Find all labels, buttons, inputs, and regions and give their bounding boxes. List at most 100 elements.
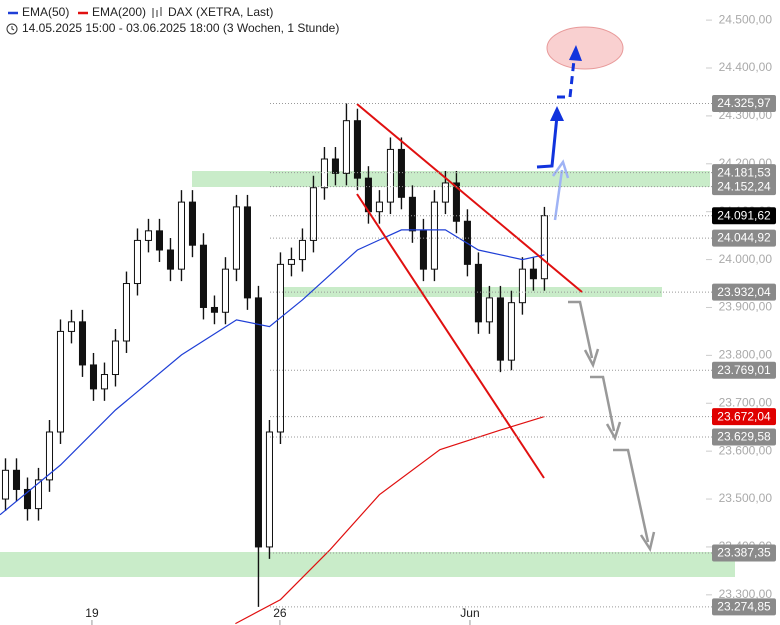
candle-body [100,374,109,390]
y-tick-label: 23.300,00 [719,587,773,601]
resistance-zone [192,171,710,187]
legend-label: EMA(50) [22,5,69,19]
support-zone [0,552,735,577]
trend-line [356,103,583,293]
arrowhead [583,348,600,369]
plot [0,103,548,625]
candle-body [122,283,131,342]
candle-body [144,230,153,241]
price-label-box [712,94,776,112]
arrow [568,300,594,359]
candle-body [67,321,76,332]
candle-body [529,268,537,280]
candle-body [298,239,306,261]
ema-line [0,229,545,516]
candle-body [155,230,164,251]
y-tick-label: 24.000,00 [719,252,773,266]
price-label-box [712,207,776,225]
candle-body [111,340,120,376]
price-label-box [712,229,776,247]
price-label-box [712,428,776,446]
bar-icon [152,7,162,18]
candle-body [540,215,548,280]
arrowhead [569,45,582,61]
price-label: 23.769,01 [717,363,771,377]
candle-body [23,488,32,510]
y-tick-label: 23.700,00 [719,395,773,409]
candle-body [485,297,493,323]
x-tick-label: Jun [460,606,479,620]
price-label: 23.629,58 [717,430,771,444]
y-tick-label: 23.900,00 [719,300,773,314]
candle-body [287,259,295,265]
candle-body [331,158,339,174]
price-label: 24.152,24 [717,179,771,193]
candle-body [166,249,175,270]
candle-body [309,187,317,241]
price-label-box [712,164,776,182]
candle-body [232,206,240,270]
trend-line [356,193,545,479]
arrow [590,375,616,432]
candle-body [199,244,207,308]
y-tick-label: 23.600,00 [719,443,773,457]
clock-icon [11,26,15,31]
candle-body [243,206,251,299]
price-label: 24.325,97 [717,96,771,110]
legend-label: EMA(200) [92,5,146,19]
price-label-box [712,544,776,562]
candle-body [430,201,438,270]
zones [0,171,735,577]
candle-body [188,201,196,246]
arrow [553,169,564,221]
candle-body [177,201,185,270]
price-label: 23.932,04 [717,285,771,299]
candle-body [276,263,284,433]
candle-body [210,306,218,313]
candle-body [78,321,87,366]
candle-body [89,364,98,390]
annotations [356,26,656,553]
price-label: 24.181,53 [717,165,771,179]
candle-body [518,268,526,304]
price-axis: 24.500,0024.400,0024.300,0024.200,0024.1… [85,12,776,625]
arrowhead [550,106,564,121]
candle-body [221,268,229,313]
y-tick-label: 24.500,00 [719,12,773,26]
x-tick-label: 19 [85,606,99,620]
arrow [536,115,559,169]
target-ellipse [546,26,624,70]
price-label: 23.672,04 [717,409,771,423]
price-label-box [712,283,776,301]
candle-body [386,148,394,203]
price-label-box [712,598,776,616]
price-label-box [712,361,776,379]
instrument: DAX (XETRA, Last) [168,5,273,19]
candle-body [34,479,43,510]
price-label: 23.387,35 [717,546,771,560]
ema-line [235,416,545,625]
candle-body [265,431,273,548]
candle-body [320,158,328,189]
y-tick-label: 24.400,00 [719,60,773,74]
arrowhead [605,421,622,442]
candle-body [12,469,21,490]
price-label: 24.044,92 [717,231,771,245]
arrowhead [639,531,656,553]
candle-body [353,120,361,179]
candle-body [1,469,10,500]
header-bg [0,0,360,38]
y-tick-label: 23.800,00 [719,348,773,362]
candle-body [56,330,65,433]
candle-body [397,148,405,198]
price-label: 24.091,62 [717,208,771,222]
candle-body [45,431,54,481]
price-label-box [712,178,776,196]
candle-body [419,230,427,270]
candle-body [342,120,350,174]
candle-body [375,201,383,213]
candle-body [133,239,142,285]
candle-body [254,297,262,548]
arrowhead [551,159,570,179]
